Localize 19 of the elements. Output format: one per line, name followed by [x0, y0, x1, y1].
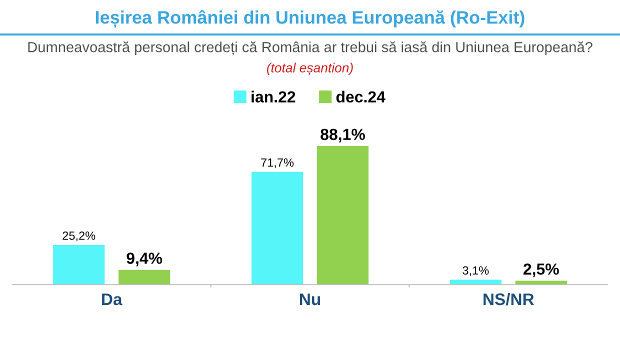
legend-label: ian.22	[252, 90, 296, 103]
bar	[118, 270, 170, 285]
data-label: 25,2%	[62, 232, 96, 242]
text: (total eșantion)	[266, 62, 353, 76]
chart-subtitle: Dumneavoastră personal credeți că România ar trebui să iasă din Uniunea Europeană?	[28, 41, 592, 56]
data-label: 2,5%	[523, 263, 559, 278]
bar	[316, 146, 369, 285]
data-label: 3,1%	[462, 266, 489, 276]
data-label: 9,4%	[126, 252, 162, 266]
legend-label: dec.24	[336, 90, 386, 103]
data-label: 88,1%	[320, 128, 365, 142]
bar	[450, 280, 502, 285]
data-label: 71,7%	[261, 158, 294, 168]
x-tick-label: Da	[102, 294, 122, 306]
x-tick-label: NS/NR	[484, 292, 534, 306]
bar	[53, 244, 105, 285]
bar	[251, 172, 304, 285]
x-tick-label: Nu	[300, 294, 320, 306]
chart-title: Ieșirea României din Uniunea Europeană (Ro-Exit)	[96, 10, 524, 28]
